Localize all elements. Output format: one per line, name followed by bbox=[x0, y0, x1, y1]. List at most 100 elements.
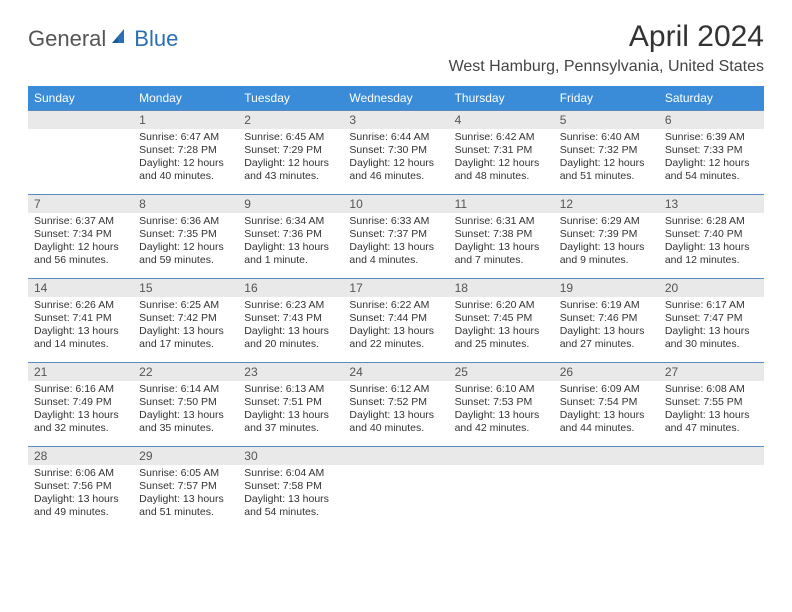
day-details: Sunrise: 6:40 AMSunset: 7:32 PMDaylight:… bbox=[554, 129, 659, 188]
calendar-day-cell: 3Sunrise: 6:44 AMSunset: 7:30 PMDaylight… bbox=[343, 111, 448, 195]
daylight-text: Daylight: 12 hours and 59 minutes. bbox=[139, 241, 232, 267]
sunrise-text: Sunrise: 6:22 AM bbox=[349, 299, 442, 312]
daylight-text: Daylight: 13 hours and 4 minutes. bbox=[349, 241, 442, 267]
calendar-week-row: 21Sunrise: 6:16 AMSunset: 7:49 PMDayligh… bbox=[28, 363, 764, 447]
day-number: 21 bbox=[28, 363, 133, 381]
sunrise-text: Sunrise: 6:19 AM bbox=[560, 299, 653, 312]
day-number: 30 bbox=[238, 447, 343, 465]
weekday-header: Thursday bbox=[449, 86, 554, 111]
daylight-text: Daylight: 13 hours and 7 minutes. bbox=[455, 241, 548, 267]
calendar-day-cell: 8Sunrise: 6:36 AMSunset: 7:35 PMDaylight… bbox=[133, 195, 238, 279]
daylight-text: Daylight: 12 hours and 40 minutes. bbox=[139, 157, 232, 183]
calendar-day-cell: 15Sunrise: 6:25 AMSunset: 7:42 PMDayligh… bbox=[133, 279, 238, 363]
sunset-text: Sunset: 7:58 PM bbox=[244, 480, 337, 493]
day-details: Sunrise: 6:10 AMSunset: 7:53 PMDaylight:… bbox=[449, 381, 554, 440]
calendar-table: Sunday Monday Tuesday Wednesday Thursday… bbox=[28, 86, 764, 531]
day-details: Sunrise: 6:29 AMSunset: 7:39 PMDaylight:… bbox=[554, 213, 659, 272]
sunset-text: Sunset: 7:56 PM bbox=[34, 480, 127, 493]
day-details: Sunrise: 6:26 AMSunset: 7:41 PMDaylight:… bbox=[28, 297, 133, 356]
sunrise-text: Sunrise: 6:29 AM bbox=[560, 215, 653, 228]
daylight-text: Daylight: 13 hours and 47 minutes. bbox=[665, 409, 758, 435]
calendar-day-cell: 22Sunrise: 6:14 AMSunset: 7:50 PMDayligh… bbox=[133, 363, 238, 447]
day-number bbox=[659, 447, 764, 465]
day-details: Sunrise: 6:14 AMSunset: 7:50 PMDaylight:… bbox=[133, 381, 238, 440]
day-number bbox=[28, 111, 133, 129]
calendar-day-cell: 16Sunrise: 6:23 AMSunset: 7:43 PMDayligh… bbox=[238, 279, 343, 363]
sunrise-text: Sunrise: 6:37 AM bbox=[34, 215, 127, 228]
page-header: General Blue April 2024 West Hamburg, Pe… bbox=[28, 20, 764, 76]
calendar-body: 1Sunrise: 6:47 AMSunset: 7:28 PMDaylight… bbox=[28, 111, 764, 531]
day-number bbox=[343, 447, 448, 465]
day-details: Sunrise: 6:09 AMSunset: 7:54 PMDaylight:… bbox=[554, 381, 659, 440]
day-number: 22 bbox=[133, 363, 238, 381]
sunset-text: Sunset: 7:55 PM bbox=[665, 396, 758, 409]
sunset-text: Sunset: 7:42 PM bbox=[139, 312, 232, 325]
day-number: 2 bbox=[238, 111, 343, 129]
calendar-day-cell: 2Sunrise: 6:45 AMSunset: 7:29 PMDaylight… bbox=[238, 111, 343, 195]
day-details: Sunrise: 6:22 AMSunset: 7:44 PMDaylight:… bbox=[343, 297, 448, 356]
daylight-text: Daylight: 13 hours and 49 minutes. bbox=[34, 493, 127, 519]
calendar-day-cell: 10Sunrise: 6:33 AMSunset: 7:37 PMDayligh… bbox=[343, 195, 448, 279]
sunrise-text: Sunrise: 6:39 AM bbox=[665, 131, 758, 144]
day-number: 26 bbox=[554, 363, 659, 381]
day-details: Sunrise: 6:20 AMSunset: 7:45 PMDaylight:… bbox=[449, 297, 554, 356]
day-number bbox=[449, 447, 554, 465]
sunset-text: Sunset: 7:28 PM bbox=[139, 144, 232, 157]
day-details: Sunrise: 6:05 AMSunset: 7:57 PMDaylight:… bbox=[133, 465, 238, 524]
calendar-week-row: 1Sunrise: 6:47 AMSunset: 7:28 PMDaylight… bbox=[28, 111, 764, 195]
calendar-day-cell: 13Sunrise: 6:28 AMSunset: 7:40 PMDayligh… bbox=[659, 195, 764, 279]
day-number: 7 bbox=[28, 195, 133, 213]
daylight-text: Daylight: 13 hours and 25 minutes. bbox=[455, 325, 548, 351]
day-number: 19 bbox=[554, 279, 659, 297]
daylight-text: Daylight: 13 hours and 42 minutes. bbox=[455, 409, 548, 435]
calendar-day-cell: 6Sunrise: 6:39 AMSunset: 7:33 PMDaylight… bbox=[659, 111, 764, 195]
calendar-page: General Blue April 2024 West Hamburg, Pe… bbox=[0, 0, 792, 551]
sunrise-text: Sunrise: 6:14 AM bbox=[139, 383, 232, 396]
day-number bbox=[554, 447, 659, 465]
day-number: 8 bbox=[133, 195, 238, 213]
calendar-day-cell bbox=[554, 447, 659, 531]
sunrise-text: Sunrise: 6:33 AM bbox=[349, 215, 442, 228]
daylight-text: Daylight: 12 hours and 56 minutes. bbox=[34, 241, 127, 267]
sunset-text: Sunset: 7:46 PM bbox=[560, 312, 653, 325]
day-number: 1 bbox=[133, 111, 238, 129]
sunset-text: Sunset: 7:33 PM bbox=[665, 144, 758, 157]
sunrise-text: Sunrise: 6:16 AM bbox=[34, 383, 127, 396]
daylight-text: Daylight: 13 hours and 32 minutes. bbox=[34, 409, 127, 435]
daylight-text: Daylight: 12 hours and 54 minutes. bbox=[665, 157, 758, 183]
sunset-text: Sunset: 7:52 PM bbox=[349, 396, 442, 409]
day-number: 25 bbox=[449, 363, 554, 381]
day-details: Sunrise: 6:39 AMSunset: 7:33 PMDaylight:… bbox=[659, 129, 764, 188]
day-details: Sunrise: 6:34 AMSunset: 7:36 PMDaylight:… bbox=[238, 213, 343, 272]
sunset-text: Sunset: 7:32 PM bbox=[560, 144, 653, 157]
daylight-text: Daylight: 13 hours and 17 minutes. bbox=[139, 325, 232, 351]
weekday-header: Saturday bbox=[659, 86, 764, 111]
day-number: 23 bbox=[238, 363, 343, 381]
calendar-week-row: 7Sunrise: 6:37 AMSunset: 7:34 PMDaylight… bbox=[28, 195, 764, 279]
daylight-text: Daylight: 13 hours and 20 minutes. bbox=[244, 325, 337, 351]
daylight-text: Daylight: 13 hours and 22 minutes. bbox=[349, 325, 442, 351]
title-block: April 2024 West Hamburg, Pennsylvania, U… bbox=[449, 20, 764, 76]
sunrise-text: Sunrise: 6:42 AM bbox=[455, 131, 548, 144]
day-details: Sunrise: 6:17 AMSunset: 7:47 PMDaylight:… bbox=[659, 297, 764, 356]
daylight-text: Daylight: 12 hours and 43 minutes. bbox=[244, 157, 337, 183]
month-title: April 2024 bbox=[449, 20, 764, 54]
day-details: Sunrise: 6:16 AMSunset: 7:49 PMDaylight:… bbox=[28, 381, 133, 440]
day-details: Sunrise: 6:44 AMSunset: 7:30 PMDaylight:… bbox=[343, 129, 448, 188]
calendar-day-cell: 29Sunrise: 6:05 AMSunset: 7:57 PMDayligh… bbox=[133, 447, 238, 531]
calendar-day-cell: 7Sunrise: 6:37 AMSunset: 7:34 PMDaylight… bbox=[28, 195, 133, 279]
daylight-text: Daylight: 13 hours and 9 minutes. bbox=[560, 241, 653, 267]
day-details: Sunrise: 6:36 AMSunset: 7:35 PMDaylight:… bbox=[133, 213, 238, 272]
calendar-day-cell: 27Sunrise: 6:08 AMSunset: 7:55 PMDayligh… bbox=[659, 363, 764, 447]
daylight-text: Daylight: 12 hours and 51 minutes. bbox=[560, 157, 653, 183]
weekday-header-row: Sunday Monday Tuesday Wednesday Thursday… bbox=[28, 86, 764, 111]
sunset-text: Sunset: 7:40 PM bbox=[665, 228, 758, 241]
calendar-week-row: 14Sunrise: 6:26 AMSunset: 7:41 PMDayligh… bbox=[28, 279, 764, 363]
sunset-text: Sunset: 7:49 PM bbox=[34, 396, 127, 409]
weekday-header: Friday bbox=[554, 86, 659, 111]
calendar-day-cell: 20Sunrise: 6:17 AMSunset: 7:47 PMDayligh… bbox=[659, 279, 764, 363]
day-number: 24 bbox=[343, 363, 448, 381]
calendar-day-cell bbox=[449, 447, 554, 531]
calendar-day-cell: 23Sunrise: 6:13 AMSunset: 7:51 PMDayligh… bbox=[238, 363, 343, 447]
calendar-day-cell: 26Sunrise: 6:09 AMSunset: 7:54 PMDayligh… bbox=[554, 363, 659, 447]
